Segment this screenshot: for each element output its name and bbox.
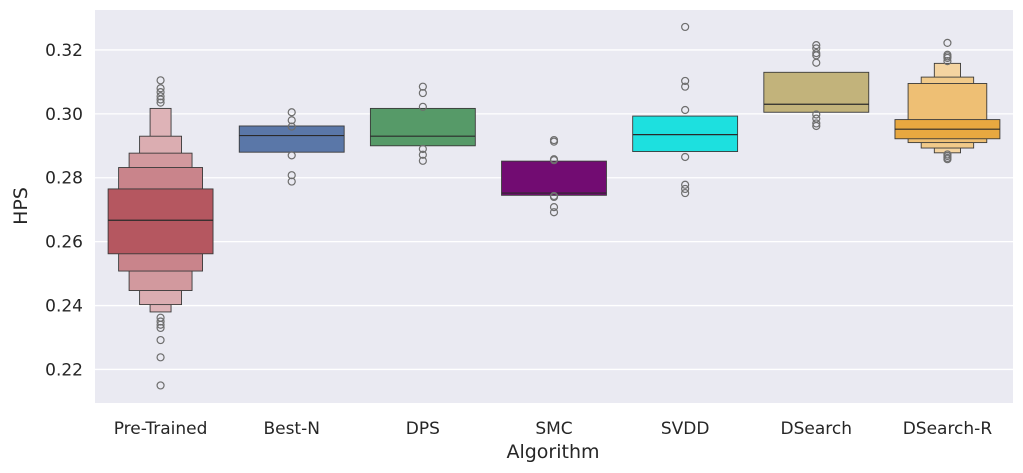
- outlier-point: [156, 381, 165, 390]
- outlier-point: [418, 88, 427, 98]
- outlier-point: [418, 144, 427, 154]
- outlier-point: [549, 203, 559, 212]
- boxen-best-n: [238, 108, 345, 186]
- outlier-point: [156, 323, 165, 333]
- outlier-point: [287, 151, 296, 160]
- y-tick-labels: 0.22 0.24 0.26 0.28 0.30 0.32: [45, 41, 83, 381]
- boxen-svdd: [632, 22, 739, 198]
- y-tick-label: 0.28: [45, 169, 83, 189]
- outlier-point: [156, 335, 165, 345]
- boxen-dps: [369, 82, 476, 165]
- box-level: [107, 188, 214, 255]
- x-tick-label: DSearch-R: [903, 419, 993, 439]
- outlier-point: [812, 41, 821, 50]
- x-tick-label: DPS: [406, 419, 440, 439]
- y-tick-label: 0.30: [45, 105, 83, 125]
- y-tick-label: 0.32: [45, 41, 83, 61]
- outlier-point: [943, 57, 952, 66]
- y-axis-title: HPS: [10, 187, 32, 225]
- outlier-point: [681, 188, 690, 198]
- outlier-point: [549, 137, 559, 146]
- outlier-point: [156, 320, 165, 329]
- outlier-point: [287, 116, 296, 125]
- outlier-point: [156, 76, 165, 85]
- boxen-smc: [501, 135, 607, 217]
- box-level: [763, 71, 870, 113]
- outlier-point: [418, 102, 427, 111]
- gridlines: [95, 49, 1013, 371]
- outlier-point: [812, 49, 821, 58]
- outlier-point: [287, 122, 296, 131]
- outlier-point: [812, 58, 821, 67]
- outlier-point: [681, 82, 690, 91]
- outlier-point: [943, 155, 952, 164]
- outlier-point: [681, 76, 690, 86]
- x-tick-label: DSearch: [781, 419, 853, 439]
- outlier-point: [681, 180, 690, 189]
- boxen-dsearch-r: [894, 38, 1001, 164]
- x-axis-title: Algorithm: [506, 441, 599, 463]
- outlier-point: [418, 156, 427, 165]
- box-level: [501, 160, 607, 196]
- outlier-point: [287, 171, 296, 180]
- outlier-point: [549, 156, 559, 165]
- outlier-point: [156, 353, 165, 362]
- outlier-point: [943, 38, 952, 48]
- outlier-point: [681, 152, 690, 162]
- outlier-point: [156, 317, 165, 326]
- outlier-point: [156, 95, 165, 104]
- outlier-point: [681, 184, 690, 194]
- boxen-dsearch: [763, 41, 870, 131]
- outlier-point: [681, 105, 690, 115]
- outlier-point: [549, 208, 559, 217]
- plot-background: [95, 10, 1013, 403]
- outlier-point: [418, 82, 427, 91]
- outlier-point: [418, 150, 427, 159]
- x-tick-label: Best-N: [263, 419, 320, 439]
- outlier-point: [549, 192, 559, 202]
- boxen-groups: [107, 22, 1001, 390]
- y-tick-label: 0.26: [45, 233, 83, 253]
- outlier-point: [812, 119, 821, 128]
- outlier-point: [287, 108, 296, 117]
- outlier-point: [156, 84, 165, 93]
- outlier-point: [812, 110, 821, 119]
- outlier-point: [156, 92, 165, 101]
- x-tick-label: SVDD: [661, 419, 710, 439]
- x-tick-label: SMC: [535, 419, 572, 439]
- y-tick-label: 0.24: [45, 297, 83, 317]
- outlier-point: [943, 53, 952, 63]
- x-tick-label: Pre-Trained: [114, 419, 208, 439]
- box-level: [369, 107, 476, 147]
- box-level: [632, 115, 739, 152]
- boxen-pre-trained: [107, 76, 214, 390]
- outlier-point: [812, 121, 821, 131]
- outlier-point: [681, 22, 690, 32]
- y-tick-label: 0.22: [45, 360, 83, 380]
- x-tick-labels: Pre-Trained Best-N DPS SMC SVDD DSearch DSearc…: [114, 419, 993, 439]
- outlier-point: [156, 98, 165, 107]
- outlier-point: [287, 177, 296, 186]
